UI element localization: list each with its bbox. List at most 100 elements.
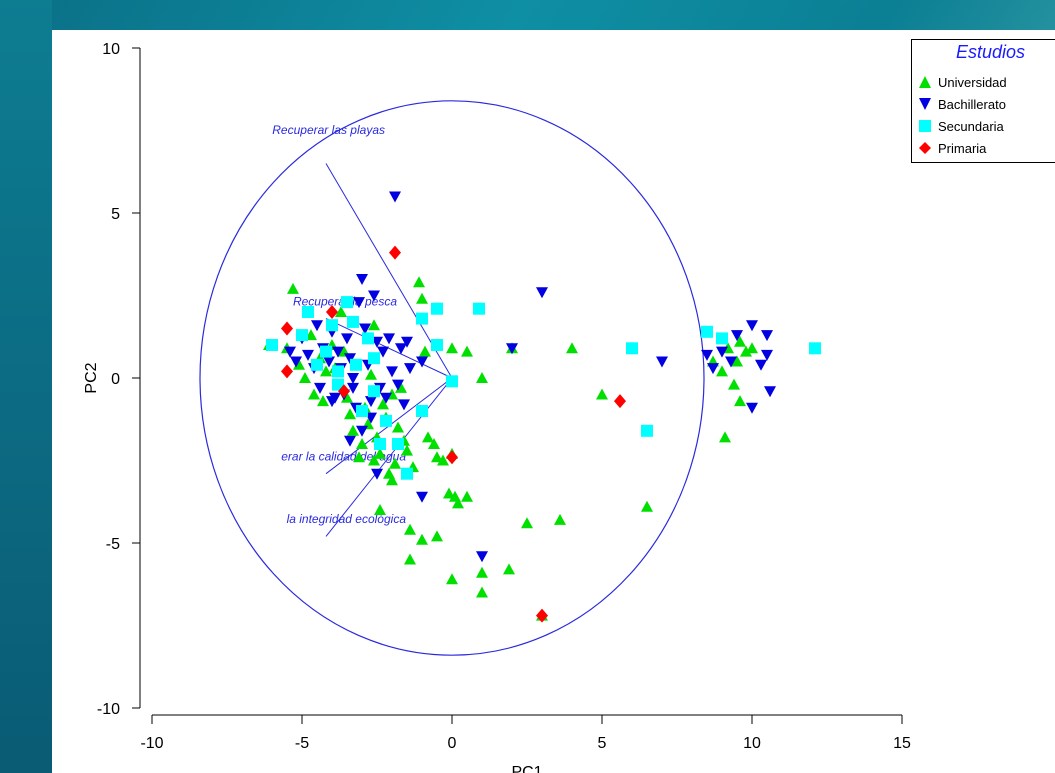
data-point — [473, 302, 485, 315]
x-tick-label: 15 — [893, 735, 911, 752]
data-point — [416, 533, 428, 545]
data-point — [404, 363, 416, 375]
legend-item-bachillerato: Bachillerato — [918, 95, 1006, 113]
loading-label: Recuperar las playas — [272, 123, 385, 137]
data-point — [554, 513, 566, 525]
data-point — [392, 438, 404, 450]
data-point — [656, 356, 668, 368]
data-point — [356, 438, 368, 449]
data-point — [296, 329, 308, 342]
data-point — [431, 302, 443, 315]
legend-marker — [919, 142, 931, 154]
data-point — [266, 339, 278, 351]
data-point — [731, 355, 743, 367]
data-point — [701, 325, 713, 338]
data-point — [566, 342, 578, 354]
data-point — [389, 245, 401, 260]
plot-panel: -10 -5 0 5 10 15 10 5 0 -5 -10 PC2 PC1 Recuperar las … — [52, 30, 1055, 773]
data-point — [428, 438, 440, 449]
data-point — [506, 343, 518, 355]
y-tick-label: 5 — [111, 206, 120, 223]
data-point — [725, 356, 737, 368]
loading-vector — [325, 377, 453, 537]
data-point — [332, 378, 344, 391]
data-point — [596, 388, 608, 400]
data-point — [746, 320, 758, 332]
data-point — [461, 345, 473, 357]
data-point — [392, 379, 404, 391]
data-point — [359, 323, 371, 335]
data-point — [380, 414, 392, 427]
data-point — [368, 385, 380, 398]
data-point — [446, 450, 458, 465]
y-tick-label: -10 — [97, 701, 120, 718]
data-point — [332, 365, 344, 378]
data-point — [707, 363, 719, 375]
data-point — [302, 306, 314, 318]
pca-biplot: -10 -5 0 5 10 15 10 5 0 -5 -10 PC2 PC1 Recuperar las … — [83, 41, 911, 773]
data-point — [446, 342, 458, 354]
legend-item-primaria: Primaria — [918, 139, 986, 157]
data-point — [398, 399, 410, 411]
data-point — [716, 365, 728, 377]
loading-label: erar la calidad del agua — [281, 450, 406, 464]
data-point — [365, 396, 377, 408]
data-point — [413, 276, 425, 288]
data-point — [326, 305, 338, 319]
data-point — [416, 491, 428, 503]
legend-marker-shape — [919, 120, 931, 132]
data-point — [314, 382, 326, 394]
data-point — [368, 352, 380, 365]
series-bachillerato — [284, 191, 776, 563]
data-point — [431, 339, 443, 351]
data-point — [740, 345, 752, 357]
legend-label: Secundaria — [938, 118, 1004, 134]
data-point — [356, 425, 368, 437]
data-point — [431, 451, 443, 463]
data-point — [371, 468, 383, 480]
legend-marker — [919, 120, 931, 132]
data-point — [401, 336, 413, 348]
legend-marker-shape — [919, 98, 931, 110]
x-tick-label: 10 — [743, 735, 761, 752]
legend-marker-shape — [919, 76, 931, 88]
data-point — [380, 392, 392, 404]
data-point — [311, 358, 323, 371]
data-point — [299, 372, 311, 383]
data-point — [290, 356, 302, 368]
data-point — [641, 500, 653, 512]
data-point — [446, 375, 458, 388]
data-point — [419, 345, 431, 357]
data-point — [446, 573, 458, 585]
correlation-circle — [199, 100, 705, 656]
data-point — [326, 396, 338, 408]
data-point — [347, 382, 359, 394]
data-point — [353, 451, 365, 463]
data-point — [404, 523, 416, 535]
data-point — [377, 398, 389, 410]
data-point — [344, 408, 356, 420]
loading-label: la integridad ecológica — [287, 512, 407, 526]
data-point — [284, 346, 296, 358]
data-point — [401, 467, 413, 480]
data-point — [320, 345, 332, 358]
data-point — [755, 359, 767, 371]
data-point — [386, 366, 398, 378]
data-point — [443, 487, 455, 499]
series-secundaria — [266, 296, 821, 480]
data-point — [317, 395, 329, 407]
x-tick-label: -5 — [295, 735, 309, 752]
y-axis-label: PC2 — [83, 362, 100, 393]
data-point — [320, 365, 332, 377]
data-point — [734, 335, 746, 347]
data-point — [701, 349, 713, 361]
data-point — [536, 608, 548, 623]
data-point — [731, 330, 743, 342]
data-point — [386, 474, 398, 486]
data-point — [311, 320, 323, 332]
data-point — [626, 342, 638, 355]
legend-item-universidad: Universidad — [918, 73, 1007, 91]
data-point — [323, 356, 335, 368]
data-point — [719, 431, 731, 443]
x-tick-label: -10 — [140, 735, 163, 752]
